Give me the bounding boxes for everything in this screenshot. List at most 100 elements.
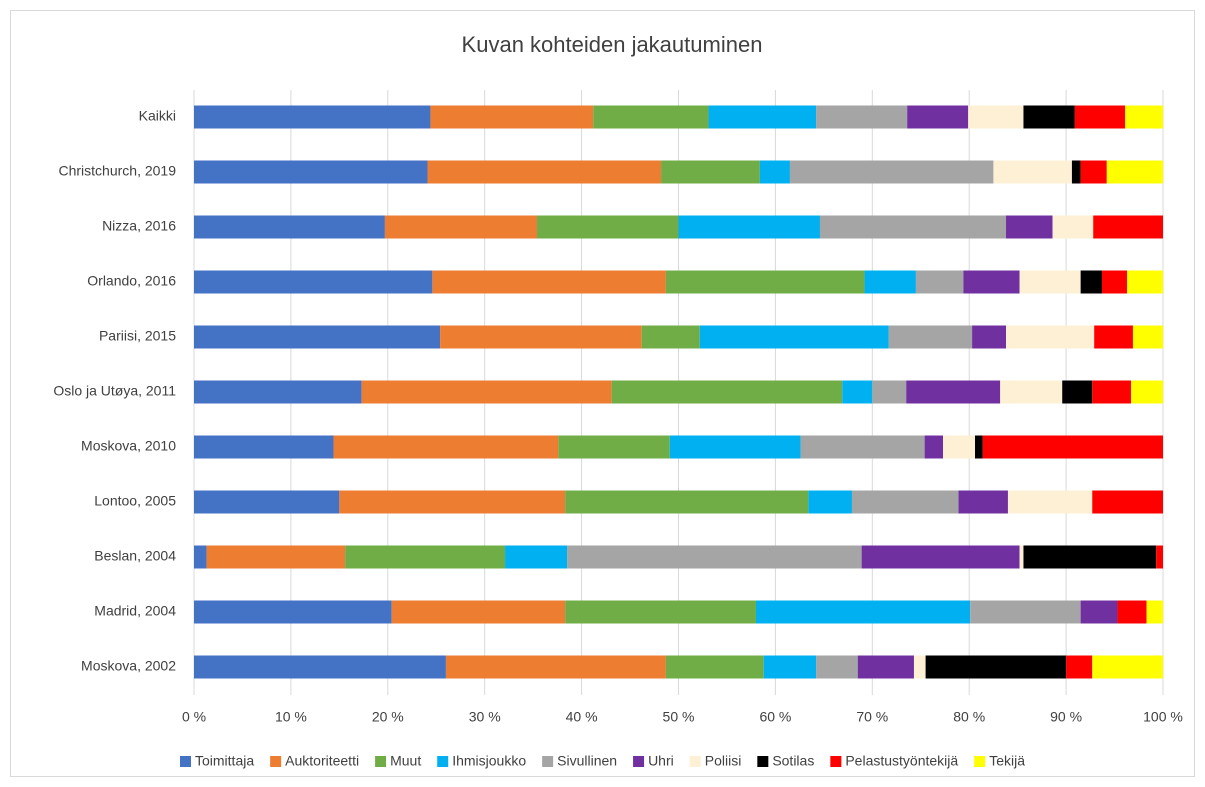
bar-segment bbox=[699, 325, 889, 349]
legend-label: Tekijä bbox=[989, 753, 1025, 769]
bar-segment bbox=[194, 215, 385, 239]
bar-segment bbox=[1093, 215, 1163, 239]
bar-segment bbox=[972, 325, 1007, 349]
bar-segment bbox=[194, 655, 446, 679]
bar-segment bbox=[864, 270, 916, 294]
bar-segment bbox=[430, 105, 594, 129]
x-tick-label: 70 % bbox=[856, 709, 888, 725]
x-tick-label: 90 % bbox=[1050, 709, 1082, 725]
bar-segment bbox=[194, 490, 340, 514]
x-tick-label: 50 % bbox=[663, 709, 695, 725]
y-tick-label: Madrid, 2004 bbox=[94, 603, 176, 619]
bar-segment bbox=[1052, 215, 1094, 239]
bar-segment bbox=[665, 270, 865, 294]
bar-segment bbox=[1146, 600, 1163, 624]
x-tick-label: 100 % bbox=[1143, 709, 1183, 725]
legend-label: Sivullinen bbox=[557, 753, 617, 769]
legend-marker bbox=[757, 756, 769, 767]
legend-marker bbox=[974, 756, 986, 767]
legend-marker bbox=[830, 756, 842, 767]
bar-segment bbox=[391, 600, 566, 624]
y-tick-label: Lontoo, 2005 bbox=[94, 493, 176, 509]
bar-segment bbox=[558, 435, 670, 459]
bar-segment bbox=[907, 105, 969, 129]
bar-segment bbox=[1094, 325, 1133, 349]
legend-label: Toimittaja bbox=[195, 753, 254, 769]
legend-marker bbox=[270, 756, 282, 767]
bar-segment bbox=[857, 655, 914, 679]
bar-segment bbox=[361, 380, 612, 404]
x-tick-label: 20 % bbox=[372, 709, 404, 725]
bar-segment bbox=[1106, 160, 1163, 184]
bar-segment bbox=[1074, 105, 1126, 129]
bar-segment bbox=[1156, 545, 1163, 569]
bar-segment bbox=[970, 600, 1081, 624]
legend-label: Pelastustyöntekijä bbox=[845, 753, 958, 769]
bar-segment bbox=[816, 105, 908, 129]
x-tick-label: 80 % bbox=[953, 709, 985, 725]
y-tick-label: Moskova, 2002 bbox=[81, 658, 176, 674]
bar-segment bbox=[1019, 545, 1024, 569]
bar-segment bbox=[982, 435, 1163, 459]
legend-label: Auktoriteetti bbox=[285, 753, 359, 769]
bar-segment bbox=[384, 215, 538, 239]
bar-segment bbox=[851, 490, 959, 514]
bar-segment bbox=[993, 160, 1072, 184]
bar-segment bbox=[678, 215, 820, 239]
bar-segment bbox=[1023, 545, 1157, 569]
bar-segment bbox=[1117, 600, 1147, 624]
y-tick-label: Christchurch, 2019 bbox=[58, 163, 176, 179]
bar-segment bbox=[194, 380, 362, 404]
bar-segment bbox=[906, 380, 1001, 404]
bar-segment bbox=[445, 655, 666, 679]
bar-segment bbox=[1092, 380, 1132, 404]
bar-segment bbox=[194, 160, 428, 184]
bar-segment bbox=[194, 600, 392, 624]
y-tick-label: Kaikki bbox=[139, 108, 176, 124]
bar-segment bbox=[842, 380, 873, 404]
bar-segment bbox=[888, 325, 973, 349]
bar-segment bbox=[872, 380, 907, 404]
bar-segment bbox=[1023, 105, 1075, 129]
bar-segment bbox=[567, 545, 862, 569]
bar-segment bbox=[975, 435, 983, 459]
x-tick-label: 60 % bbox=[759, 709, 791, 725]
y-tick-label: Nizza, 2016 bbox=[102, 218, 176, 234]
bar-segment bbox=[913, 655, 926, 679]
bar-segment bbox=[1132, 325, 1163, 349]
y-tick-label: Beslan, 2004 bbox=[94, 548, 176, 564]
bar-segment bbox=[925, 655, 1067, 679]
bar-segment bbox=[1127, 270, 1163, 294]
bar-segment bbox=[1101, 270, 1128, 294]
bar-segment bbox=[206, 545, 346, 569]
bar-segment bbox=[339, 490, 566, 514]
bar-segment bbox=[763, 655, 817, 679]
bar-segment bbox=[1080, 160, 1107, 184]
bar-segment bbox=[1092, 655, 1163, 679]
bar-segment bbox=[432, 270, 666, 294]
bar-segment bbox=[759, 160, 790, 184]
bar-segment bbox=[194, 545, 207, 569]
bar-segment bbox=[194, 105, 431, 129]
bar-segment bbox=[789, 160, 994, 184]
bar-segment bbox=[808, 490, 852, 514]
bar-segment bbox=[1019, 270, 1081, 294]
bar-segment bbox=[505, 545, 568, 569]
bar-segment bbox=[819, 215, 1007, 239]
bar-segment bbox=[665, 655, 764, 679]
legend-marker bbox=[437, 756, 449, 767]
bar-segment bbox=[1080, 270, 1102, 294]
x-tick-label: 10 % bbox=[275, 709, 307, 725]
bar-segment bbox=[915, 270, 964, 294]
bar-segment bbox=[1125, 105, 1163, 129]
bar-segment bbox=[194, 325, 441, 349]
bar-segment bbox=[537, 215, 679, 239]
bar-segment bbox=[345, 545, 506, 569]
legend-marker bbox=[542, 756, 554, 767]
bar-segment bbox=[756, 600, 971, 624]
bar-segment bbox=[1062, 380, 1093, 404]
chart-title: Kuvan kohteiden jakautuminen bbox=[462, 32, 763, 57]
x-tick-label: 0 % bbox=[182, 709, 206, 725]
bar-segment bbox=[333, 435, 559, 459]
